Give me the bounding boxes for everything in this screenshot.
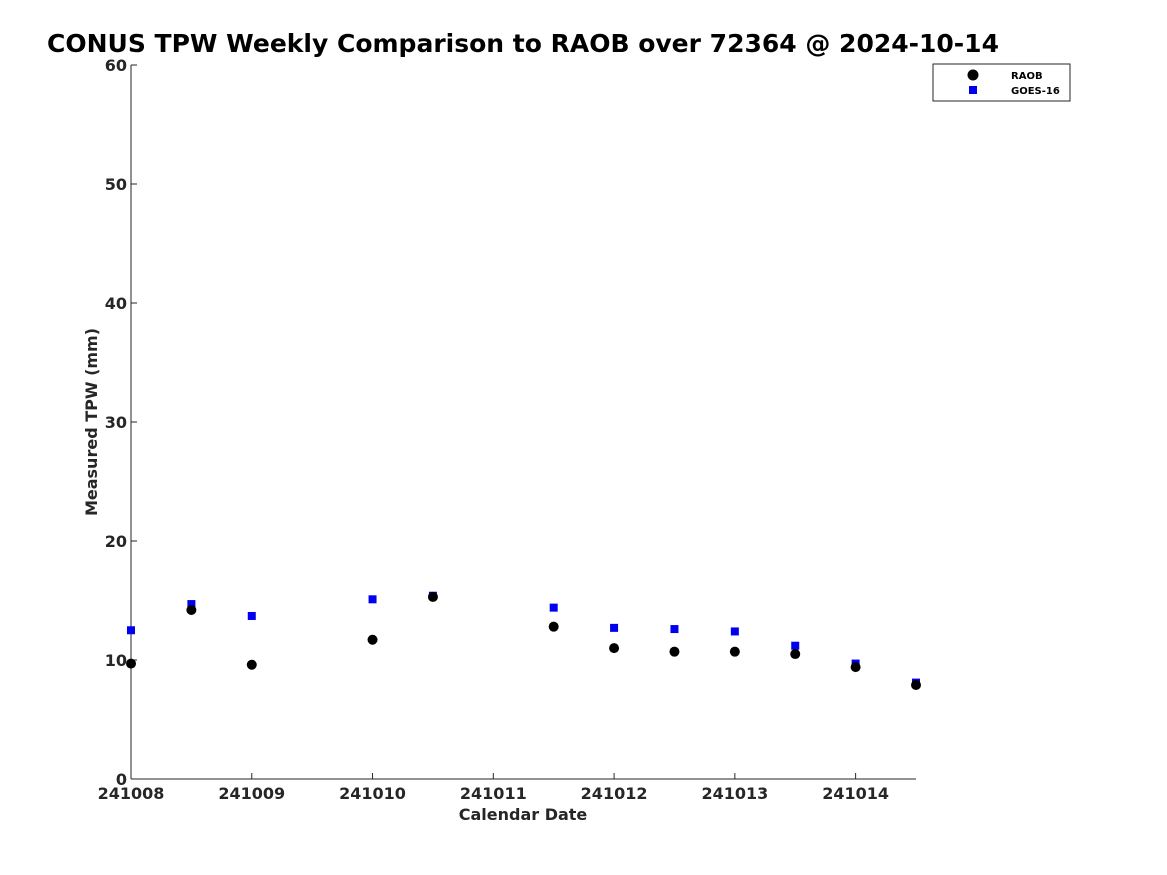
y-tick-label: 50 [105, 175, 127, 194]
raob-point [729, 646, 740, 657]
goes-16-point [791, 641, 800, 650]
goes-16-point [670, 625, 679, 634]
goes-16-point [187, 600, 196, 609]
x-tick-label: 241011 [460, 784, 527, 803]
y-tick-label: 60 [105, 56, 127, 75]
raob-point [246, 659, 257, 670]
x-tick-label: 241010 [339, 784, 406, 803]
goes-16-point [127, 626, 135, 635]
legend-label: GOES-16 [1011, 86, 1060, 97]
y-tick-label: 0 [116, 770, 127, 789]
y-tick-label: 20 [105, 532, 127, 551]
goes-16-point [368, 595, 377, 604]
raob-point [790, 649, 801, 660]
x-tick-label: 241013 [701, 784, 768, 803]
raob-point [548, 621, 559, 632]
raob-point [850, 662, 861, 673]
legend-marker-raob [967, 69, 979, 81]
x-tick-label: 241008 [98, 784, 165, 803]
legend-label: RAOB [1011, 71, 1043, 82]
x-tick-label: 241009 [218, 784, 285, 803]
goes-16-point [730, 627, 739, 636]
goes-16-point [247, 611, 256, 620]
goes-16-point [610, 623, 619, 632]
goes-16-point [549, 603, 558, 612]
chart-title: CONUS TPW Weekly Comparison to RAOB over… [47, 29, 999, 58]
y-tick-label: 30 [105, 413, 127, 432]
raob-point [609, 643, 620, 654]
x-axis-label: Calendar Date [459, 805, 588, 824]
raob-point [186, 605, 197, 616]
raob-point [126, 658, 136, 669]
data-series [126, 591, 921, 690]
x-axis-ticks: 241008 241009 241010 241011 241012 241013 2410… [98, 773, 889, 803]
x-tick-label: 241012 [581, 784, 648, 803]
legend-marker-goes-16 [969, 86, 977, 94]
raob-point [911, 679, 921, 690]
y-axis-ticks: 0 10 20 30 40 50 60 [105, 56, 137, 789]
raob-point [427, 591, 438, 602]
x-tick-label: 241014 [822, 784, 889, 803]
y-tick-label: 10 [105, 651, 127, 670]
raob-point [367, 634, 378, 645]
y-tick-label: 40 [105, 294, 127, 313]
raob-point [669, 646, 680, 657]
y-axis-label: Measured TPW (mm) [82, 328, 101, 516]
legend-box [932, 63, 1071, 102]
legend: RAOB GOES-16 [932, 63, 1071, 102]
